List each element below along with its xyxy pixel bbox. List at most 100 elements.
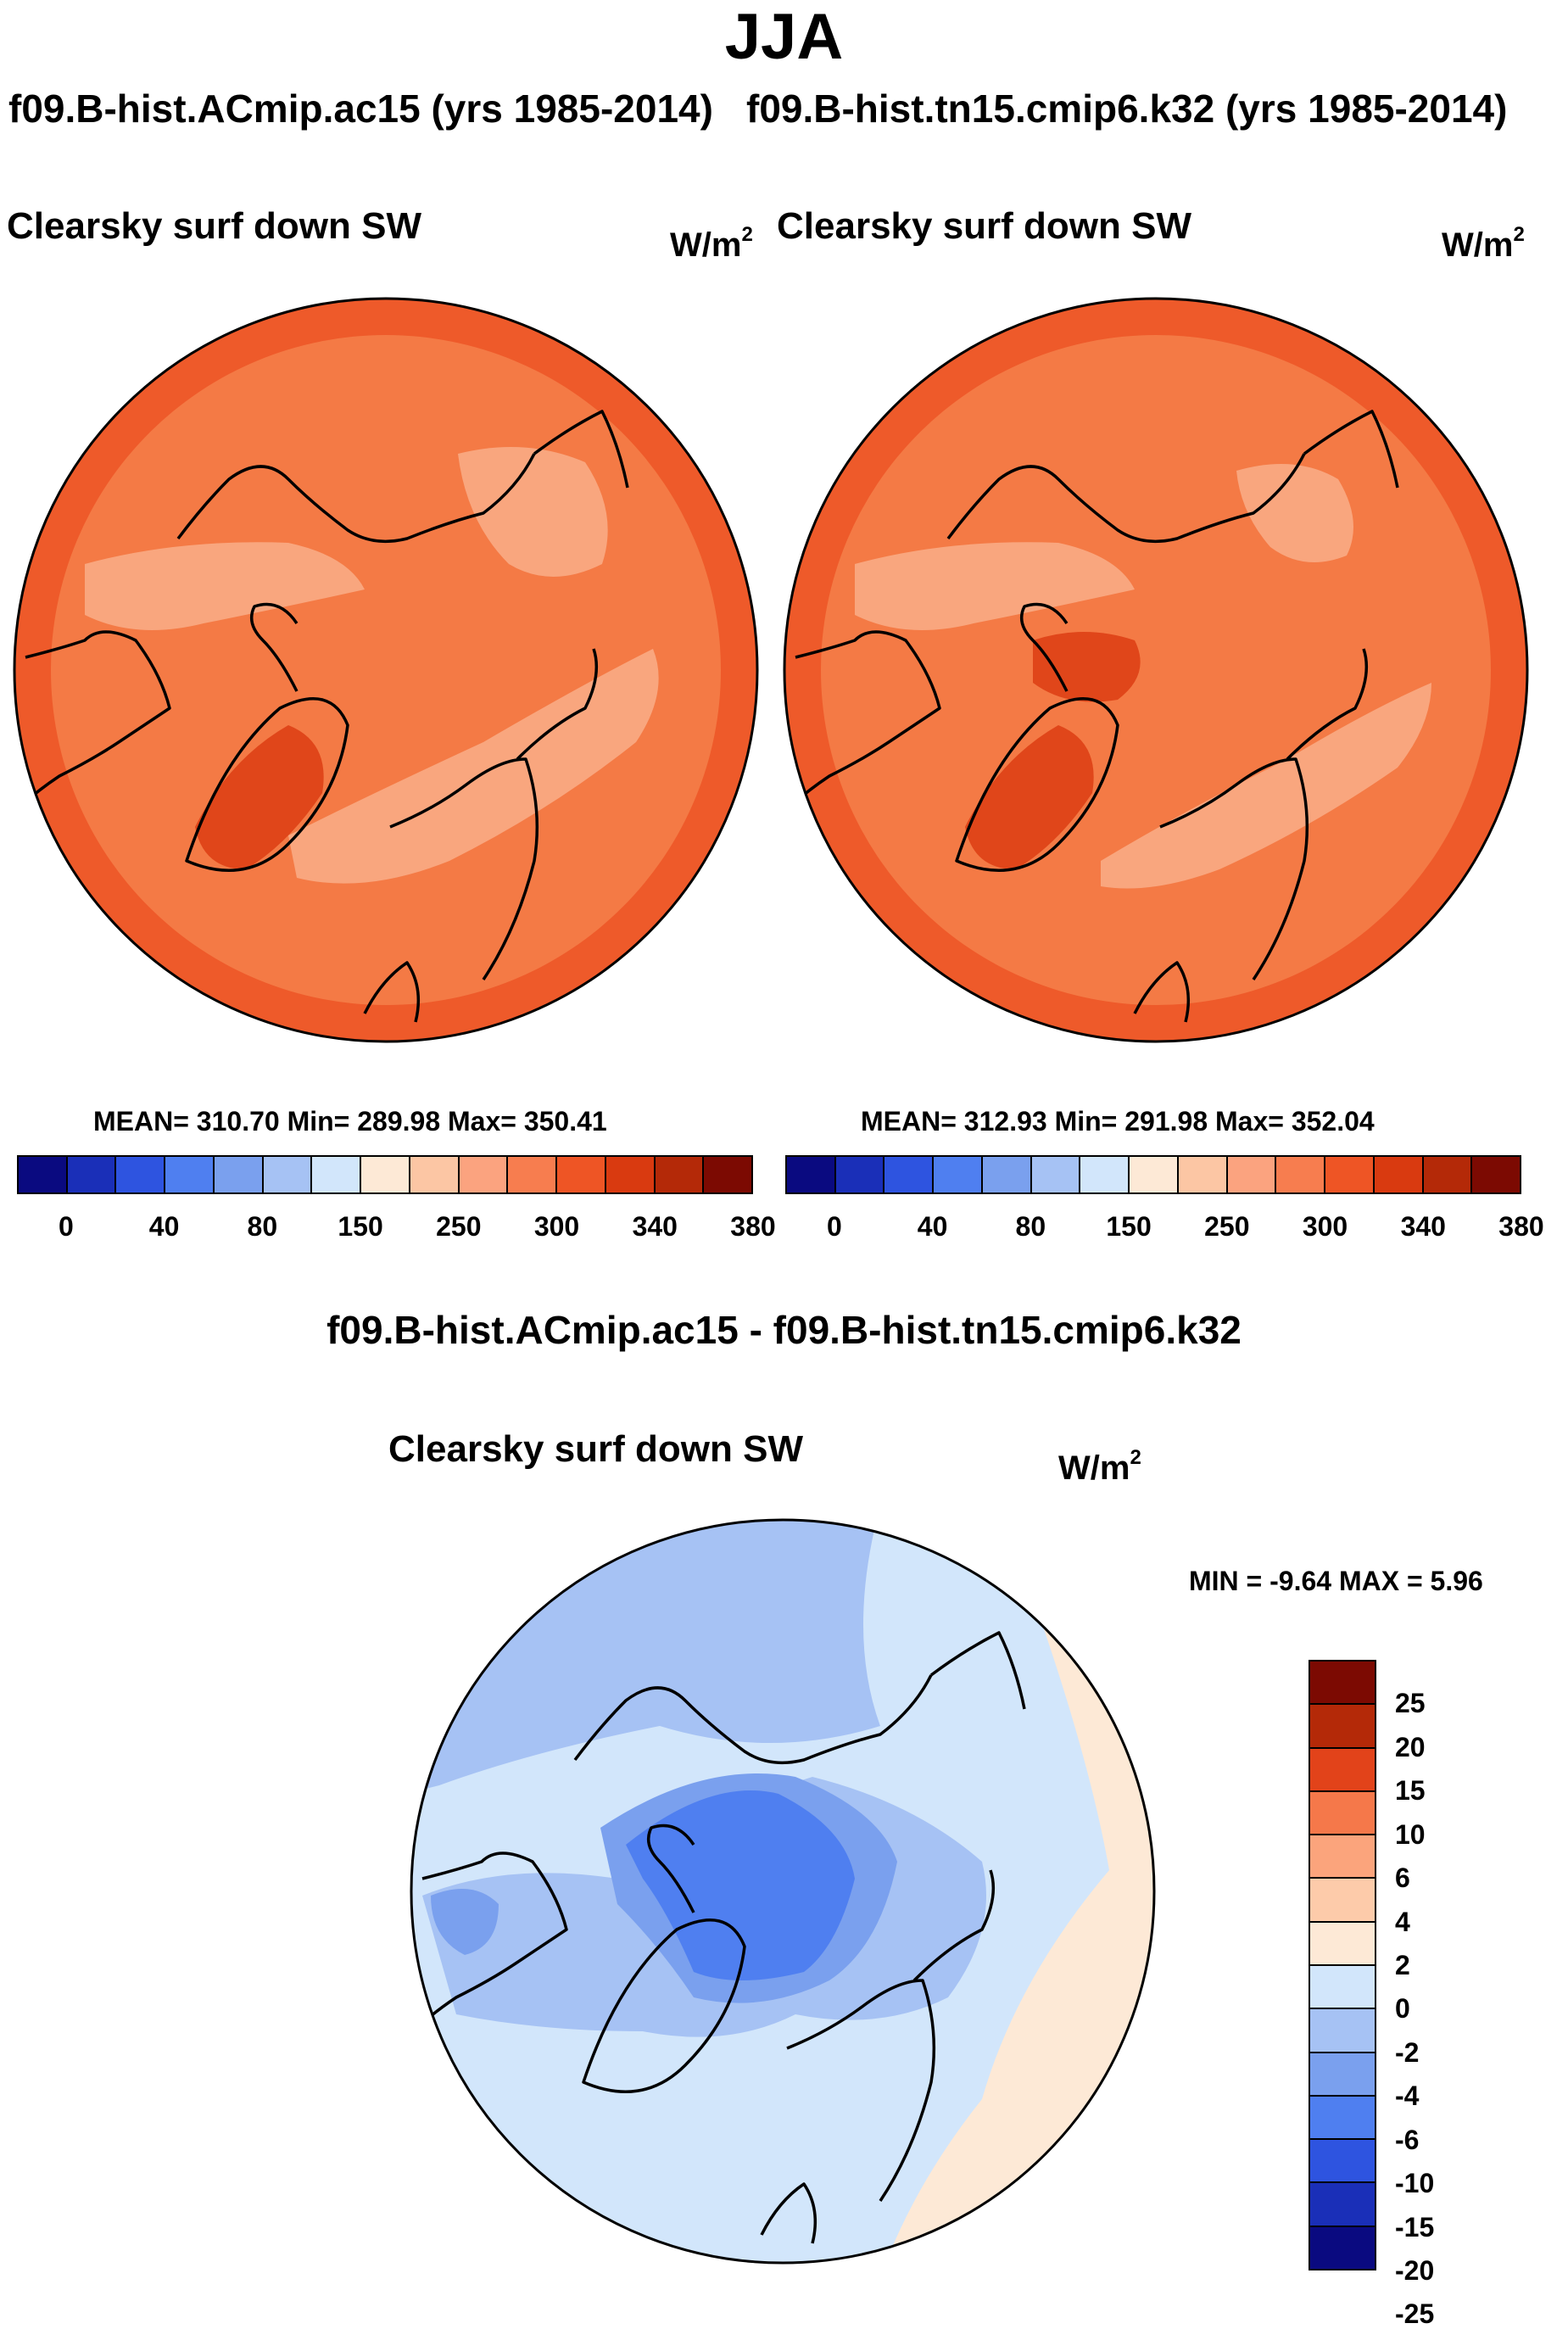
colorbar-label: 250 — [1204, 1211, 1250, 1242]
colorbar-label: 80 — [247, 1211, 278, 1242]
colorbar-swatch — [1031, 1157, 1081, 1192]
colorbar-swatch — [214, 1157, 264, 1192]
light-band-europe — [288, 649, 659, 884]
colorbar-swatch — [19, 1157, 68, 1192]
left-map — [13, 297, 759, 1043]
colorbar-label: 0 — [826, 1211, 842, 1242]
right-units: W/m2 — [1442, 223, 1525, 264]
left-variable-title: Clearsky surf down SW — [7, 205, 422, 247]
colorbar-swatch — [116, 1157, 166, 1192]
colorbar-label: 40 — [148, 1211, 180, 1242]
colorbar-label: -4 — [1395, 2080, 1420, 2112]
diff-minmax: MIN = -9.64 MAX = 5.96 — [1189, 1566, 1483, 1596]
colorbar-label: 300 — [1302, 1211, 1348, 1242]
diff-map — [410, 1518, 1156, 2265]
colorbar-swatch — [787, 1157, 836, 1192]
diff-variable-title: Clearsky surf down SW — [388, 1428, 804, 1470]
colorbar-swatch — [1472, 1157, 1521, 1192]
colorbar-swatch — [508, 1157, 558, 1192]
diff-units: W/m2 — [1058, 1446, 1141, 1487]
colorbar-swatch — [1310, 2140, 1375, 2184]
colorbar-swatch — [1423, 1157, 1473, 1192]
colorbar-swatch — [557, 1157, 606, 1192]
colorbar-swatch — [459, 1157, 509, 1192]
coastlines — [785, 410, 1399, 1023]
colorbar-swatch — [605, 1157, 656, 1192]
colorbar-label: 80 — [1015, 1211, 1046, 1242]
colorbar-label: -6 — [1395, 2124, 1420, 2155]
colorbar-swatch — [1310, 1748, 1375, 1792]
right-stats: MEAN= 312.93 Min= 291.98 Max= 352.04 — [861, 1106, 1375, 1137]
colorbar-label: 150 — [338, 1211, 383, 1242]
colorbar-swatch — [1310, 2053, 1375, 2097]
map-base-field — [821, 335, 1491, 1005]
light-band-canada — [1236, 464, 1353, 562]
light-band-europe — [1101, 683, 1431, 889]
colorbar-label: -25 — [1395, 2298, 1435, 2329]
colorbar-label: 0 — [1395, 1993, 1410, 2025]
colorbar-swatch — [1227, 1157, 1277, 1192]
coastlines — [412, 1631, 1026, 2244]
colorbar-swatch — [361, 1157, 410, 1192]
colorbar-swatch — [67, 1157, 117, 1192]
colorbar-swatch — [1310, 2226, 1375, 2269]
colorbar-label: 340 — [1400, 1211, 1446, 1242]
colorbar-swatch — [1374, 1157, 1424, 1192]
colorbar-swatch — [1310, 1705, 1375, 1749]
left-units: W/m2 — [670, 223, 753, 264]
diff-positive-east — [880, 1520, 1154, 2263]
colorbar-label: 150 — [1106, 1211, 1152, 1242]
colorbar-swatch — [1310, 1791, 1375, 1836]
light-band-siberia — [85, 542, 365, 630]
colorbar-swatch — [704, 1157, 752, 1192]
colorbar-label: 250 — [436, 1211, 482, 1242]
diff-core-arctic — [626, 1790, 855, 1980]
colorbar-swatch — [1310, 1879, 1375, 1923]
dark-arctic-patch — [1033, 632, 1141, 702]
left-colorbar-labels: 0 40 80 150 250 300 340 380 — [0, 1209, 776, 1243]
left-case-title: f09.B-hist.ACmip.ac15 (yrs 1985-2014) — [8, 87, 713, 131]
right-map — [783, 297, 1529, 1043]
right-case-title: f09.B-hist.tn15.cmip6.k32 (yrs 1985-2014… — [746, 87, 1508, 131]
map-boundary — [783, 297, 1529, 1043]
colorbar-label: 380 — [730, 1211, 776, 1242]
colorbar-swatch — [934, 1157, 983, 1192]
colorbar-label: 380 — [1498, 1211, 1544, 1242]
colorbar-label: 40 — [917, 1211, 948, 1242]
colorbar-swatch — [1310, 1922, 1375, 1966]
colorbar-label: 0 — [58, 1211, 74, 1242]
light-band-siberia — [855, 542, 1135, 630]
colorbar-swatch — [410, 1157, 460, 1192]
colorbar-label: 15 — [1395, 1775, 1426, 1807]
colorbar-label: -20 — [1395, 2255, 1435, 2286]
right-variable-title: Clearsky surf down SW — [777, 205, 1192, 247]
dark-greenland — [965, 725, 1094, 869]
colorbar-swatch — [1310, 1835, 1375, 1879]
colorbar-label: 25 — [1395, 1688, 1426, 1719]
colorbar-label: 340 — [632, 1211, 678, 1242]
left-colorbar — [17, 1155, 753, 1194]
diff-strong-west — [431, 1889, 499, 1955]
right-colorbar — [785, 1155, 1521, 1194]
colorbar-label: 300 — [533, 1211, 580, 1242]
left-stats: MEAN= 310.70 Min= 289.98 Max= 350.41 — [93, 1106, 607, 1137]
colorbar-label: 10 — [1395, 1818, 1426, 1850]
light-band-canada — [458, 447, 608, 577]
colorbar-swatch — [1310, 1965, 1375, 2010]
diff-colorbar — [1309, 1660, 1376, 2270]
colorbar-swatch — [1080, 1157, 1130, 1192]
colorbar-label: -10 — [1395, 2168, 1435, 2199]
colorbar-swatch — [312, 1157, 362, 1192]
colorbar-swatch — [884, 1157, 935, 1192]
colorbar-swatch — [165, 1157, 215, 1192]
right-colorbar-labels: 0 40 80 150 250 300 340 380 — [768, 1209, 1544, 1243]
colorbar-label: 20 — [1395, 1731, 1426, 1762]
colorbar-swatch — [1310, 2183, 1375, 2227]
colorbar-swatch — [263, 1157, 313, 1192]
colorbar-swatch — [1310, 2009, 1375, 2053]
colorbar-label: 2 — [1395, 1950, 1410, 1980]
colorbar-swatch — [1310, 2096, 1375, 2141]
diff-colorbar-labels: 25 20 15 10 6 4 2 0 -2 -4 -6 -10 -15 -20 -25 — [1395, 1660, 1463, 2329]
colorbar-swatch — [1310, 1662, 1375, 1706]
map-boundary — [410, 1518, 1156, 2265]
